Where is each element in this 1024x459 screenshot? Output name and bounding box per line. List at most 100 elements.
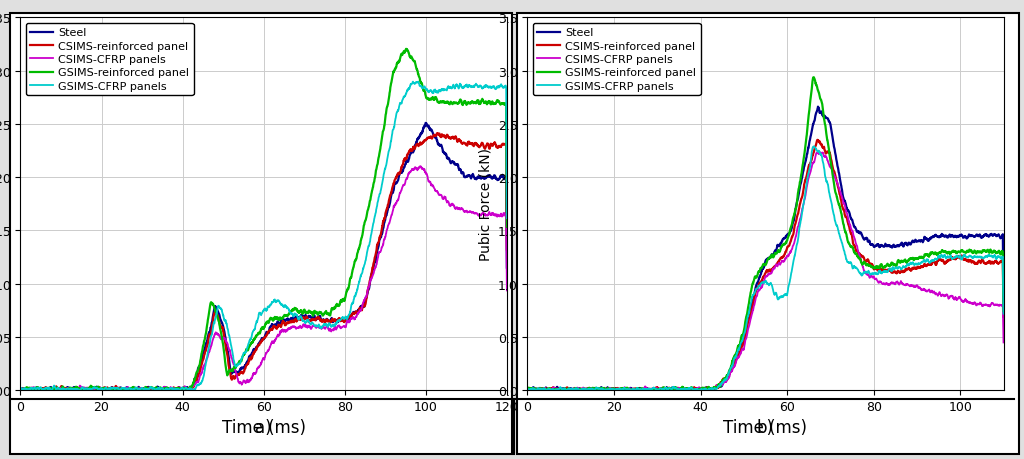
CSIMS-CFRP panels (397, 183, 410, 188)
CSIMS-reinforced panel (397, 158, 410, 164)
Line: Steel: Steel (20, 123, 507, 390)
GSIMS-CFRP panels (239, 350, 251, 356)
GSIMS-CFRP panels (39, 386, 51, 391)
CSIMS-CFRP panels (521, 387, 534, 392)
GSIMS-reinforced panel (14, 387, 27, 392)
GSIMS-CFRP panels (413, 79, 425, 85)
GSIMS-reinforced panel (39, 386, 51, 391)
GSIMS-CFRP panels (740, 321, 753, 326)
Steel (521, 386, 534, 392)
Y-axis label: Pubic Force (kN): Pubic Force (kN) (478, 148, 493, 261)
CSIMS-CFRP panels (546, 387, 558, 393)
GSIMS-CFRP panels (487, 84, 500, 90)
GSIMS-reinforced panel (501, 224, 513, 230)
Line: CSIMS-reinforced panel: CSIMS-reinforced panel (527, 140, 1004, 390)
Steel (984, 233, 996, 238)
CSIMS-CFRP panels (811, 150, 823, 156)
GSIMS-CFRP panels (501, 216, 513, 221)
Text: a): a) (255, 418, 272, 436)
CSIMS-CFRP panels (997, 340, 1010, 346)
CSIMS-CFRP panels (239, 378, 251, 384)
Line: GSIMS-CFRP panels: GSIMS-CFRP panels (20, 82, 507, 390)
CSIMS-CFRP panels (984, 303, 996, 309)
GSIMS-reinforced panel (487, 102, 500, 107)
CSIMS-reinforced panel (753, 281, 765, 287)
CSIMS-reinforced panel (528, 387, 541, 393)
CSIMS-CFRP panels (486, 211, 499, 216)
CSIMS-reinforced panel (20, 387, 33, 393)
Line: Steel: Steel (527, 107, 1004, 390)
Steel (239, 364, 251, 369)
Steel (646, 387, 658, 393)
CSIMS-reinforced panel (39, 385, 51, 390)
Steel (812, 105, 824, 110)
Line: CSIMS-reinforced panel: CSIMS-reinforced panel (20, 134, 507, 390)
GSIMS-CFRP panels (397, 95, 410, 100)
GSIMS-CFRP panels (521, 387, 534, 392)
CSIMS-reinforced panel (486, 143, 499, 148)
CSIMS-reinforced panel (984, 260, 996, 266)
GSIMS-CFRP panels (984, 254, 996, 259)
CSIMS-CFRP panels (897, 282, 909, 287)
Steel (997, 298, 1010, 303)
GSIMS-reinforced panel (984, 248, 996, 253)
GSIMS-reinforced panel (486, 101, 499, 107)
CSIMS-reinforced panel (984, 259, 996, 264)
Steel (487, 175, 500, 181)
GSIMS-CFRP panels (753, 284, 765, 289)
Steel (14, 386, 27, 392)
GSIMS-CFRP panels (984, 253, 996, 259)
Line: CSIMS-CFRP panels: CSIMS-CFRP panels (20, 167, 507, 390)
CSIMS-reinforced panel (811, 138, 823, 143)
Steel (984, 233, 996, 238)
CSIMS-reinforced panel (521, 387, 534, 392)
GSIMS-reinforced panel (251, 333, 263, 338)
X-axis label: Time (ms): Time (ms) (723, 418, 808, 437)
CSIMS-CFRP panels (984, 303, 996, 309)
CSIMS-reinforced panel (251, 344, 263, 350)
GSIMS-reinforced panel (521, 387, 534, 392)
GSIMS-reinforced panel (984, 248, 996, 253)
Line: GSIMS-CFRP panels: GSIMS-CFRP panels (527, 147, 1004, 390)
CSIMS-CFRP panels (740, 335, 753, 340)
Steel (501, 265, 513, 271)
GSIMS-reinforced panel (740, 313, 753, 319)
GSIMS-reinforced panel (546, 387, 558, 393)
GSIMS-reinforced panel (897, 259, 909, 265)
GSIMS-CFRP panels (997, 311, 1010, 317)
CSIMS-reinforced panel (740, 329, 753, 334)
CSIMS-CFRP panels (527, 387, 540, 393)
GSIMS-reinforced panel (753, 269, 765, 274)
CSIMS-CFRP panels (501, 288, 513, 294)
Steel (740, 323, 753, 329)
GSIMS-CFRP panels (14, 386, 27, 392)
Steel (420, 121, 432, 126)
CSIMS-reinforced panel (997, 314, 1010, 320)
Line: CSIMS-CFRP panels: CSIMS-CFRP panels (527, 153, 1004, 390)
CSIMS-reinforced panel (487, 142, 500, 147)
Line: GSIMS-reinforced panel: GSIMS-reinforced panel (20, 50, 507, 390)
GSIMS-CFRP panels (251, 319, 263, 324)
Text: b): b) (757, 418, 774, 436)
GSIMS-reinforced panel (807, 75, 819, 81)
CSIMS-CFRP panels (15, 387, 28, 393)
Steel (897, 243, 909, 249)
GSIMS-reinforced panel (400, 47, 413, 52)
Legend: Steel, CSIMS-reinforced panel, CSIMS-CFRP panels, GSIMS-reinforced panel, GSIMS-: Steel, CSIMS-reinforced panel, CSIMS-CFR… (26, 24, 194, 96)
CSIMS-CFRP panels (14, 386, 27, 392)
GSIMS-reinforced panel (397, 50, 410, 55)
CSIMS-reinforced panel (239, 368, 251, 374)
Steel (486, 175, 499, 181)
Steel (546, 387, 558, 393)
CSIMS-reinforced panel (431, 131, 443, 137)
X-axis label: Time (ms): Time (ms) (221, 418, 306, 437)
Legend: Steel, CSIMS-reinforced panel, CSIMS-CFRP panels, GSIMS-reinforced panel, GSIMS-: Steel, CSIMS-reinforced panel, CSIMS-CFR… (532, 24, 700, 96)
CSIMS-reinforced panel (501, 247, 513, 252)
GSIMS-CFRP panels (529, 387, 542, 393)
CSIMS-reinforced panel (546, 387, 558, 392)
GSIMS-reinforced panel (997, 308, 1010, 314)
CSIMS-reinforced panel (897, 269, 909, 274)
Steel (753, 275, 765, 281)
CSIMS-CFRP panels (414, 164, 426, 170)
GSIMS-reinforced panel (239, 352, 251, 358)
